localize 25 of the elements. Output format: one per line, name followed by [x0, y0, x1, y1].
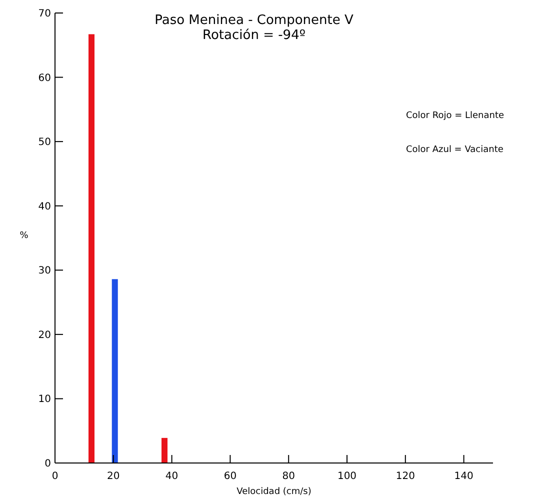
bar	[112, 279, 118, 463]
text: Rotación = -94º	[202, 28, 306, 43]
y-tick-label: 20	[38, 330, 51, 341]
x-tick-label: 0	[52, 471, 58, 482]
bar	[162, 438, 168, 463]
x-tick-label: 20	[107, 471, 120, 482]
x-tick-label: 60	[224, 471, 237, 482]
x-tick-label: 100	[337, 471, 357, 482]
annotation: Color Rojo = Llenante	[406, 111, 504, 121]
x-tick-label: 120	[396, 471, 415, 482]
x-tick-label: 40	[165, 471, 178, 482]
y-tick-label: 10	[38, 394, 51, 406]
y-tick-label: 0	[44, 458, 51, 470]
y-tick-label: 30	[38, 266, 51, 277]
x-axis-title: Velocidad (cm/s)	[236, 487, 312, 497]
annotation: Color Azul = Vaciante	[406, 145, 504, 155]
y-axis-title: %	[20, 231, 29, 241]
y-tick-label: 70	[38, 8, 51, 20]
chart-title: Paso Meninea - Componente V	[154, 13, 354, 28]
y-tick-label: 40	[38, 201, 51, 212]
x-tick-label: 140	[454, 471, 474, 482]
y-tick-label: 60	[38, 72, 51, 84]
bar	[88, 34, 94, 463]
x-tick-label: 80	[282, 471, 295, 482]
y-tick-label: 50	[38, 137, 51, 148]
